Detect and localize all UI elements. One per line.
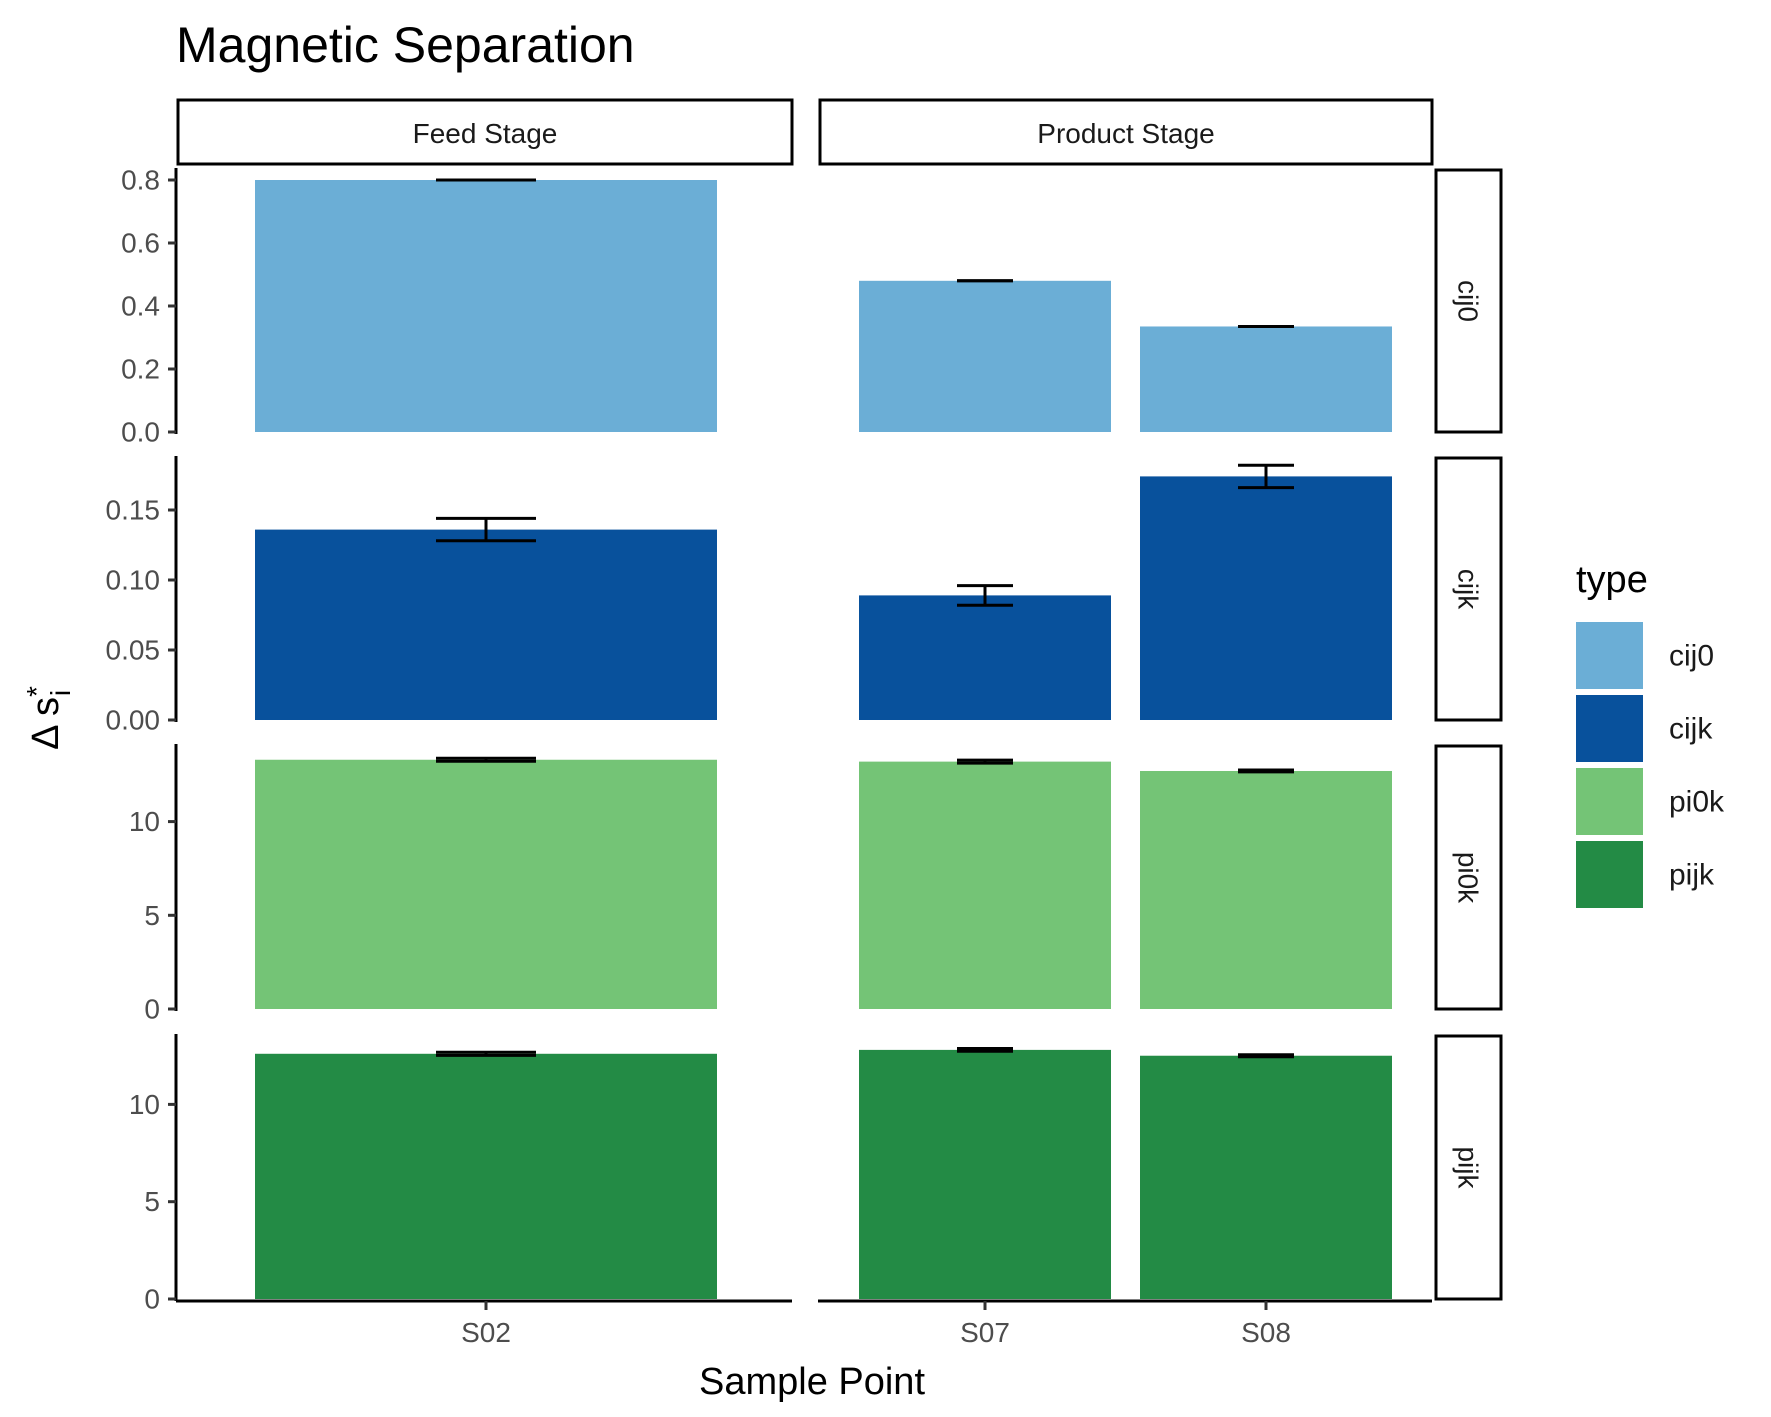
y-tick-label-cijk-3: 0.15: [106, 495, 161, 526]
bar-cijk-S02: [255, 529, 717, 720]
y-axis-title-superscript: *: [21, 686, 52, 697]
legend-key-cij0: [1576, 622, 1643, 689]
strip-product-stage: [818, 98, 1434, 166]
y-tick-label-cij0-4: 0.8: [121, 165, 160, 196]
y-tick-label-pijk-2: 10: [129, 1089, 160, 1120]
legend-key-pijk: [1576, 841, 1643, 908]
legend-title: type: [1576, 559, 1648, 601]
y-tick-label-cijk-0: 0.00: [106, 705, 161, 736]
legend-key-pi0k: [1576, 768, 1643, 835]
y-tick-label-pi0k-2: 10: [129, 806, 160, 837]
chart-title: Magnetic Separation: [176, 17, 635, 73]
legend-label-cij0: cij0: [1669, 640, 1714, 673]
strip-label-pijk: pijk: [1453, 1146, 1484, 1189]
chart-panels: [255, 178, 1392, 1299]
y-tick-label-pijk-1: 5: [144, 1186, 160, 1217]
strip-label-cijk: cijk: [1453, 569, 1484, 610]
y-axis-title: Δ s*i: [21, 686, 76, 750]
legend-items: cij0 cijk pi0k pijk: [1576, 622, 1725, 908]
strip-label-product-stage: Product Stage: [1037, 118, 1214, 149]
strip-feed-stage: [176, 98, 794, 166]
bar-pijk-S02: [255, 1053, 717, 1299]
legend-label-pijk: pijk: [1669, 859, 1715, 892]
y-tick-label-cijk-2: 0.10: [106, 565, 161, 596]
bar-cij0-S02: [255, 180, 717, 432]
y-tick-label-pijk-0: 0: [144, 1284, 160, 1315]
x-tick-label-S02: S02: [461, 1317, 511, 1348]
bar-cij0-S08: [1140, 326, 1392, 432]
axes: 0.0 0.2 0.4 0.6 0.8 0.00 0.05 0.10 0.15 0 5 10 0 5 10 S…: [106, 165, 1432, 1348]
bar-pi0k-S08: [1140, 770, 1392, 1009]
y-tick-label-cij0-0: 0.0: [121, 417, 160, 448]
bar-cij0-S07: [859, 280, 1111, 432]
legend-label-pi0k: pi0k: [1669, 786, 1725, 819]
strip-label-cij0: cij0: [1453, 280, 1484, 322]
strip-label-pi0k: pi0k: [1453, 852, 1484, 904]
strip-cijk: [1434, 456, 1503, 722]
legend-label-cijk: cijk: [1669, 713, 1713, 746]
y-axis-title-main: Δ s: [25, 697, 67, 750]
strip-cij0: [1434, 168, 1503, 434]
y-axis-title-subscript: i: [45, 690, 76, 696]
bar-cijk-S07: [859, 595, 1111, 720]
y-tick-label-pi0k-0: 0: [144, 994, 160, 1025]
bar-pi0k-S02: [255, 759, 717, 1009]
strip-pi0k: [1434, 744, 1503, 1011]
bar-pijk-S08: [1140, 1055, 1392, 1299]
legend: type cij0 cijk pi0k pijk: [1576, 559, 1725, 908]
strip-labels: Feed Stage Product Stage cij0 cijk pi0k pijk: [176, 98, 1503, 1301]
strip-pijk: [1434, 1034, 1503, 1301]
y-tick-label-cij0-2: 0.4: [121, 291, 160, 322]
legend-key-cijk: [1576, 695, 1643, 762]
y-tick-label-cij0-3: 0.6: [121, 228, 160, 259]
y-tick-label-cij0-1: 0.2: [121, 354, 160, 385]
bar-pijk-S07: [859, 1049, 1111, 1299]
x-tick-label-S07: S07: [960, 1317, 1010, 1348]
bar-cijk-S08: [1140, 476, 1392, 720]
bar-pi0k-S07: [859, 761, 1111, 1009]
x-axis-title: Sample Point: [699, 1361, 925, 1403]
strip-label-feed-stage: Feed Stage: [413, 118, 558, 149]
y-tick-label-cijk-1: 0.05: [106, 635, 161, 666]
y-tick-label-pi0k-1: 5: [144, 900, 160, 931]
x-tick-label-S08: S08: [1241, 1317, 1291, 1348]
